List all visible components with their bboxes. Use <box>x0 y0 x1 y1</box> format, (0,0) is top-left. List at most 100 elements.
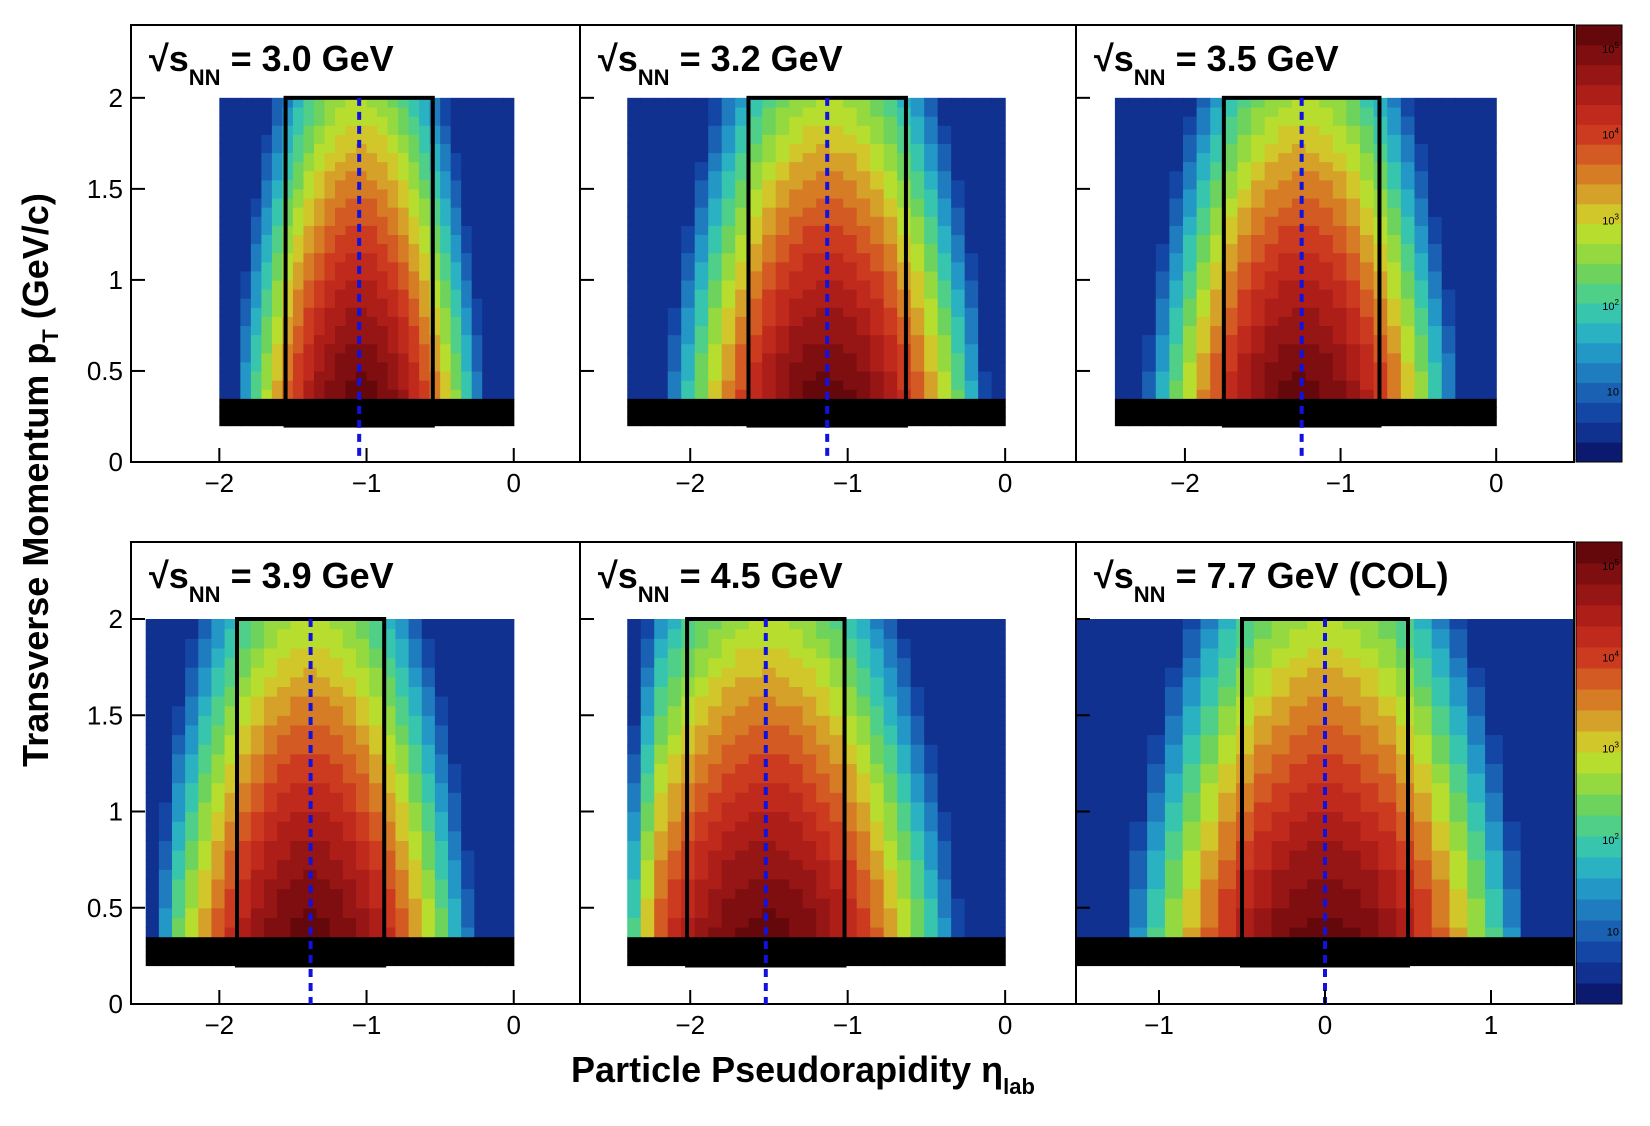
heatmap-cell <box>292 161 305 172</box>
heatmap-cell <box>482 334 494 345</box>
heatmap-cell <box>843 801 858 813</box>
heatmap-cell <box>870 216 885 226</box>
heatmap-cell <box>816 298 831 308</box>
heatmap-cell <box>329 744 344 755</box>
heatmap-cell <box>461 234 473 245</box>
heatmap-cell <box>500 907 515 918</box>
heatmap-cell <box>640 647 655 659</box>
heatmap-cell <box>500 773 515 784</box>
heatmap-cell <box>419 207 431 217</box>
heatmap-cell <box>316 955 331 967</box>
heatmap-cell <box>1114 352 1130 363</box>
heatmap-cell <box>492 152 504 163</box>
heatmap-cell <box>387 197 399 208</box>
heatmap-cell <box>1360 298 1375 308</box>
heatmap-cell <box>924 734 939 745</box>
heatmap-cell <box>448 850 462 861</box>
heatmap-cell <box>721 859 736 870</box>
heatmap-cell <box>829 243 844 254</box>
heatmap-cell <box>395 667 410 678</box>
heatmap-cell <box>748 252 763 263</box>
heatmap-cell <box>1264 125 1279 135</box>
heatmap-cell <box>829 936 844 947</box>
heatmap-cell <box>356 715 370 726</box>
heatmap-cell <box>429 152 441 163</box>
heatmap-cell <box>856 352 871 363</box>
heatmap-cell <box>937 106 952 117</box>
heatmap-cell <box>708 343 723 354</box>
heatmap-cell <box>1332 416 1347 427</box>
heatmap-cell <box>211 830 226 841</box>
heatmap-cell <box>342 715 357 726</box>
heatmap-cell <box>708 936 723 947</box>
heatmap-cell <box>748 734 763 745</box>
heatmap-cell <box>870 197 885 208</box>
heatmap-cell <box>910 686 925 697</box>
heatmap-cell <box>240 343 252 354</box>
heatmap-cell <box>261 207 273 217</box>
heatmap-cell <box>883 946 898 957</box>
heatmap-cell <box>198 667 213 678</box>
heatmap-cell <box>369 801 383 813</box>
heatmap-cell <box>883 307 898 317</box>
heatmap-cell <box>264 657 278 668</box>
heatmap-cell <box>198 955 213 967</box>
heatmap-cell <box>421 715 436 726</box>
heatmap-cell <box>937 753 952 764</box>
heatmap-cell <box>748 657 763 668</box>
heatmap-cell <box>303 188 315 199</box>
heatmap-cell <box>910 859 925 870</box>
heatmap-cell <box>681 152 696 163</box>
heatmap-cell <box>775 361 790 372</box>
heatmap-cell <box>356 343 368 354</box>
heatmap-cell <box>883 782 898 793</box>
heatmap-cell <box>654 307 669 317</box>
heatmap-cell <box>667 734 682 745</box>
heatmap-cell <box>1482 407 1497 418</box>
heatmap-cell <box>816 628 831 639</box>
heatmap-cell <box>1360 261 1375 272</box>
heatmap-cell <box>910 179 925 190</box>
heatmap-cell <box>395 927 410 938</box>
heatmap-cell <box>172 686 186 697</box>
heatmap-cell <box>775 888 790 899</box>
heatmap-cell <box>487 801 502 813</box>
heatmap-cell <box>843 207 858 217</box>
heatmap-cell <box>735 840 750 851</box>
heatmap-cell <box>816 657 831 668</box>
panel-1: −2 −1 000.511.52√sNN = 3.0 GeV <box>87 24 581 498</box>
heatmap-cell <box>721 705 736 716</box>
heatmap-cell <box>1441 279 1456 290</box>
heatmap-cell <box>429 389 441 399</box>
heatmap-cell <box>492 188 504 199</box>
heatmap-cell <box>219 279 231 290</box>
heatmap-cell <box>329 724 344 736</box>
heatmap-cell <box>1128 407 1143 418</box>
heatmap-cell <box>681 243 696 254</box>
heatmap-cell <box>870 370 885 381</box>
heatmap-cell <box>1360 289 1375 299</box>
heatmap-cell <box>789 773 804 784</box>
heatmap-cell <box>1360 106 1375 117</box>
heatmap-cell <box>290 792 305 803</box>
heatmap-cell <box>1155 179 1170 190</box>
heatmap-cell <box>474 638 489 649</box>
heatmap-cell <box>681 234 696 245</box>
heatmap-cell <box>1278 316 1293 327</box>
heatmap-cell <box>1251 343 1266 354</box>
heatmap-cell <box>250 917 265 928</box>
heatmap-cell <box>843 298 858 308</box>
heatmap-cell <box>870 116 885 126</box>
heatmap-cell <box>1346 161 1361 172</box>
heatmap-cell <box>303 225 315 235</box>
heatmap-cell <box>334 97 347 108</box>
heatmap-cell <box>802 647 817 659</box>
heatmap-cell <box>482 325 494 336</box>
heatmap-cell <box>856 830 871 841</box>
heatmap-cell <box>250 343 262 354</box>
heatmap-cell <box>1319 134 1334 144</box>
heatmap-cell <box>1346 134 1361 144</box>
heatmap-cell <box>398 270 410 281</box>
heatmap-cell <box>1428 243 1443 254</box>
heatmap-cell <box>924 888 939 899</box>
